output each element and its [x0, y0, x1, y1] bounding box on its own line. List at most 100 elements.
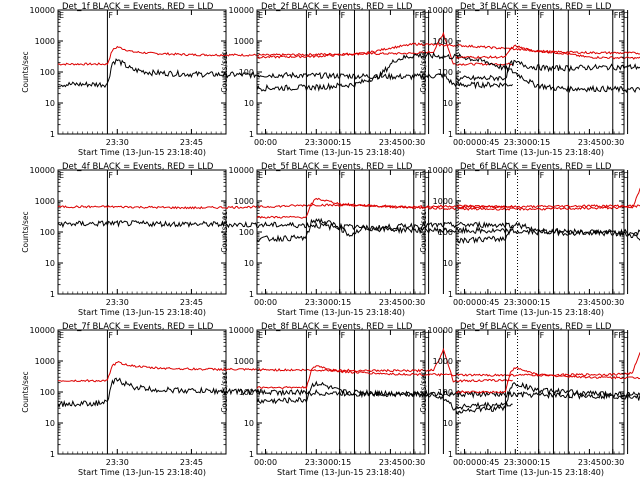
y-tick-label: 10000	[229, 326, 254, 335]
x-tick-label: 23:30	[106, 138, 129, 147]
y-tick-label: 10	[443, 259, 453, 268]
x-tick-label: 23:30	[305, 138, 328, 147]
flag-label: F	[307, 331, 312, 340]
y-tick-label: 100	[239, 68, 254, 77]
y-tick-label: 100	[40, 68, 55, 77]
flag-label: F	[108, 331, 113, 340]
y-tick-label: 10000	[428, 6, 453, 15]
x-tick-label: 00:45	[476, 138, 499, 147]
y-tick-label: 100	[438, 228, 453, 237]
flag-label: FFC	[614, 171, 629, 180]
flag-label: E	[457, 331, 462, 340]
y-tick-label: 1	[249, 450, 254, 459]
y-tick-label: 1000	[433, 357, 453, 366]
lld-series-line	[455, 366, 640, 394]
plot-frame	[455, 9, 625, 135]
y-tick-label: 1000	[35, 197, 55, 206]
flag-label: FFC	[415, 331, 430, 340]
lld-series-line	[57, 31, 513, 66]
panel-title: Det_3f BLACK = Events, RED = LLD	[460, 2, 612, 12]
x-tick-label: 23:45	[180, 458, 203, 467]
x-tick-label: 00:30	[601, 458, 624, 467]
panel-title: Det_2f BLACK = Events, RED = LLD	[261, 2, 413, 12]
events-series-line	[455, 381, 640, 414]
y-tick-label: 1000	[433, 197, 453, 206]
flag-label: F	[341, 171, 346, 180]
y-tick-label: 10000	[229, 166, 254, 175]
flag-label: E	[59, 171, 64, 180]
y-axis-label: Counts/sec	[21, 51, 30, 92]
y-tick-label: 1	[448, 450, 453, 459]
flag-label: E	[258, 331, 263, 340]
y-tick-label: 100	[239, 388, 254, 397]
lld-series-line	[256, 351, 640, 390]
x-axis-label: Start Time (13-Jun-15 23:18:40)	[476, 308, 604, 317]
x-axis-label: Start Time (13-Jun-15 23:18:40)	[78, 308, 206, 317]
y-tick-label: 1	[249, 130, 254, 139]
y-tick-label: 10000	[428, 166, 453, 175]
detector-panel-4: Det_4f BLACK = Events, RED = LLD 1 10 100 10…	[21, 162, 519, 317]
x-tick-label: 00:30	[402, 298, 425, 307]
y-tick-label: 1	[50, 450, 55, 459]
flag-label: F	[506, 331, 511, 340]
x-tick-label: 23:30	[504, 458, 527, 467]
y-tick-label: 10	[45, 99, 55, 108]
y-axis-label: Counts/sec	[419, 211, 428, 252]
plot-frame	[256, 9, 426, 135]
y-axis-label: Counts/sec	[419, 371, 428, 412]
x-tick-label: 00:00	[254, 298, 277, 307]
detector-panel-8: Det_8f BLACK = Events, RED = LLD11010010…	[220, 322, 640, 477]
x-tick-label: 23:30	[305, 298, 328, 307]
panel-title: Det_7f BLACK = Events, RED = LLD	[62, 322, 214, 332]
x-tick-label: 23:45	[578, 458, 601, 467]
y-tick-label: 1	[50, 130, 55, 139]
y-tick-label: 100	[438, 68, 453, 77]
y-tick-label: 1	[448, 130, 453, 139]
flag-label: FFC	[415, 11, 430, 20]
y-tick-label: 1000	[433, 37, 453, 46]
flag-label: F	[307, 11, 312, 20]
flag-label: F	[341, 11, 346, 20]
y-tick-label: 10	[244, 419, 254, 428]
flag-label: E	[59, 331, 64, 340]
lld-series-line	[256, 187, 640, 219]
x-tick-label: 23:30	[106, 458, 129, 467]
y-tick-label: 10	[244, 99, 254, 108]
y-tick-label: 10	[45, 419, 55, 428]
y-axis-label: Counts/sec	[220, 211, 229, 252]
x-tick-label: 00:30	[601, 298, 624, 307]
events-series-line	[57, 219, 514, 237]
flag-label: E	[457, 11, 462, 20]
x-tick-label: 23:45	[578, 298, 601, 307]
y-tick-label: 100	[40, 388, 55, 397]
detector-panel-1: Det_1f BLACK = Events, RED = LLD11010010…	[21, 2, 519, 157]
events-series-line	[57, 377, 513, 411]
y-tick-label: 1	[50, 290, 55, 299]
x-axis-label: Start Time (13-Jun-15 23:18:40)	[476, 468, 604, 477]
detector-panel-9: Det_9f BLACK = Events, RED = LLD 1 10 100 10…	[419, 322, 640, 477]
y-tick-label: 100	[438, 388, 453, 397]
x-tick-label: 00:15	[328, 298, 351, 307]
x-tick-label: 23:45	[379, 458, 402, 467]
events-series-line	[455, 59, 640, 82]
detector-panel-6: Det_6f BLACK = Events, RED = LLD 1 10 100 10…	[419, 162, 640, 317]
flag-label: F	[506, 171, 511, 180]
detector-panel-5: Det_5f BLACK = Events, RED = LLD11010010…	[220, 162, 640, 317]
panel-title: Det_4f BLACK = Events, RED = LLD	[62, 162, 214, 172]
y-tick-label: 1000	[35, 37, 55, 46]
flag-label: F	[506, 11, 511, 20]
x-tick-label: 23:30	[504, 298, 527, 307]
y-tick-label: 1000	[234, 37, 254, 46]
x-tick-label: 00:15	[527, 138, 550, 147]
flag-label: F	[108, 11, 113, 20]
flag-label: F	[540, 331, 545, 340]
detector-panel-3: Det_3f BLACK = Events, RED = LLD 1 10 100 10…	[419, 2, 640, 157]
events-series-line	[455, 221, 640, 245]
x-tick-label: 23:45	[578, 138, 601, 147]
y-axis-label: Counts/sec	[419, 51, 428, 92]
x-axis-label: Start Time (13-Jun-15 23:18:40)	[277, 308, 405, 317]
x-tick-label: 23:30	[305, 458, 328, 467]
y-tick-label: 10	[443, 99, 453, 108]
y-tick-label: 10	[443, 419, 453, 428]
events-series-line	[256, 380, 640, 405]
